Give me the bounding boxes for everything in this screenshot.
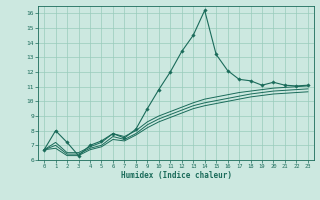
X-axis label: Humidex (Indice chaleur): Humidex (Indice chaleur) xyxy=(121,171,231,180)
